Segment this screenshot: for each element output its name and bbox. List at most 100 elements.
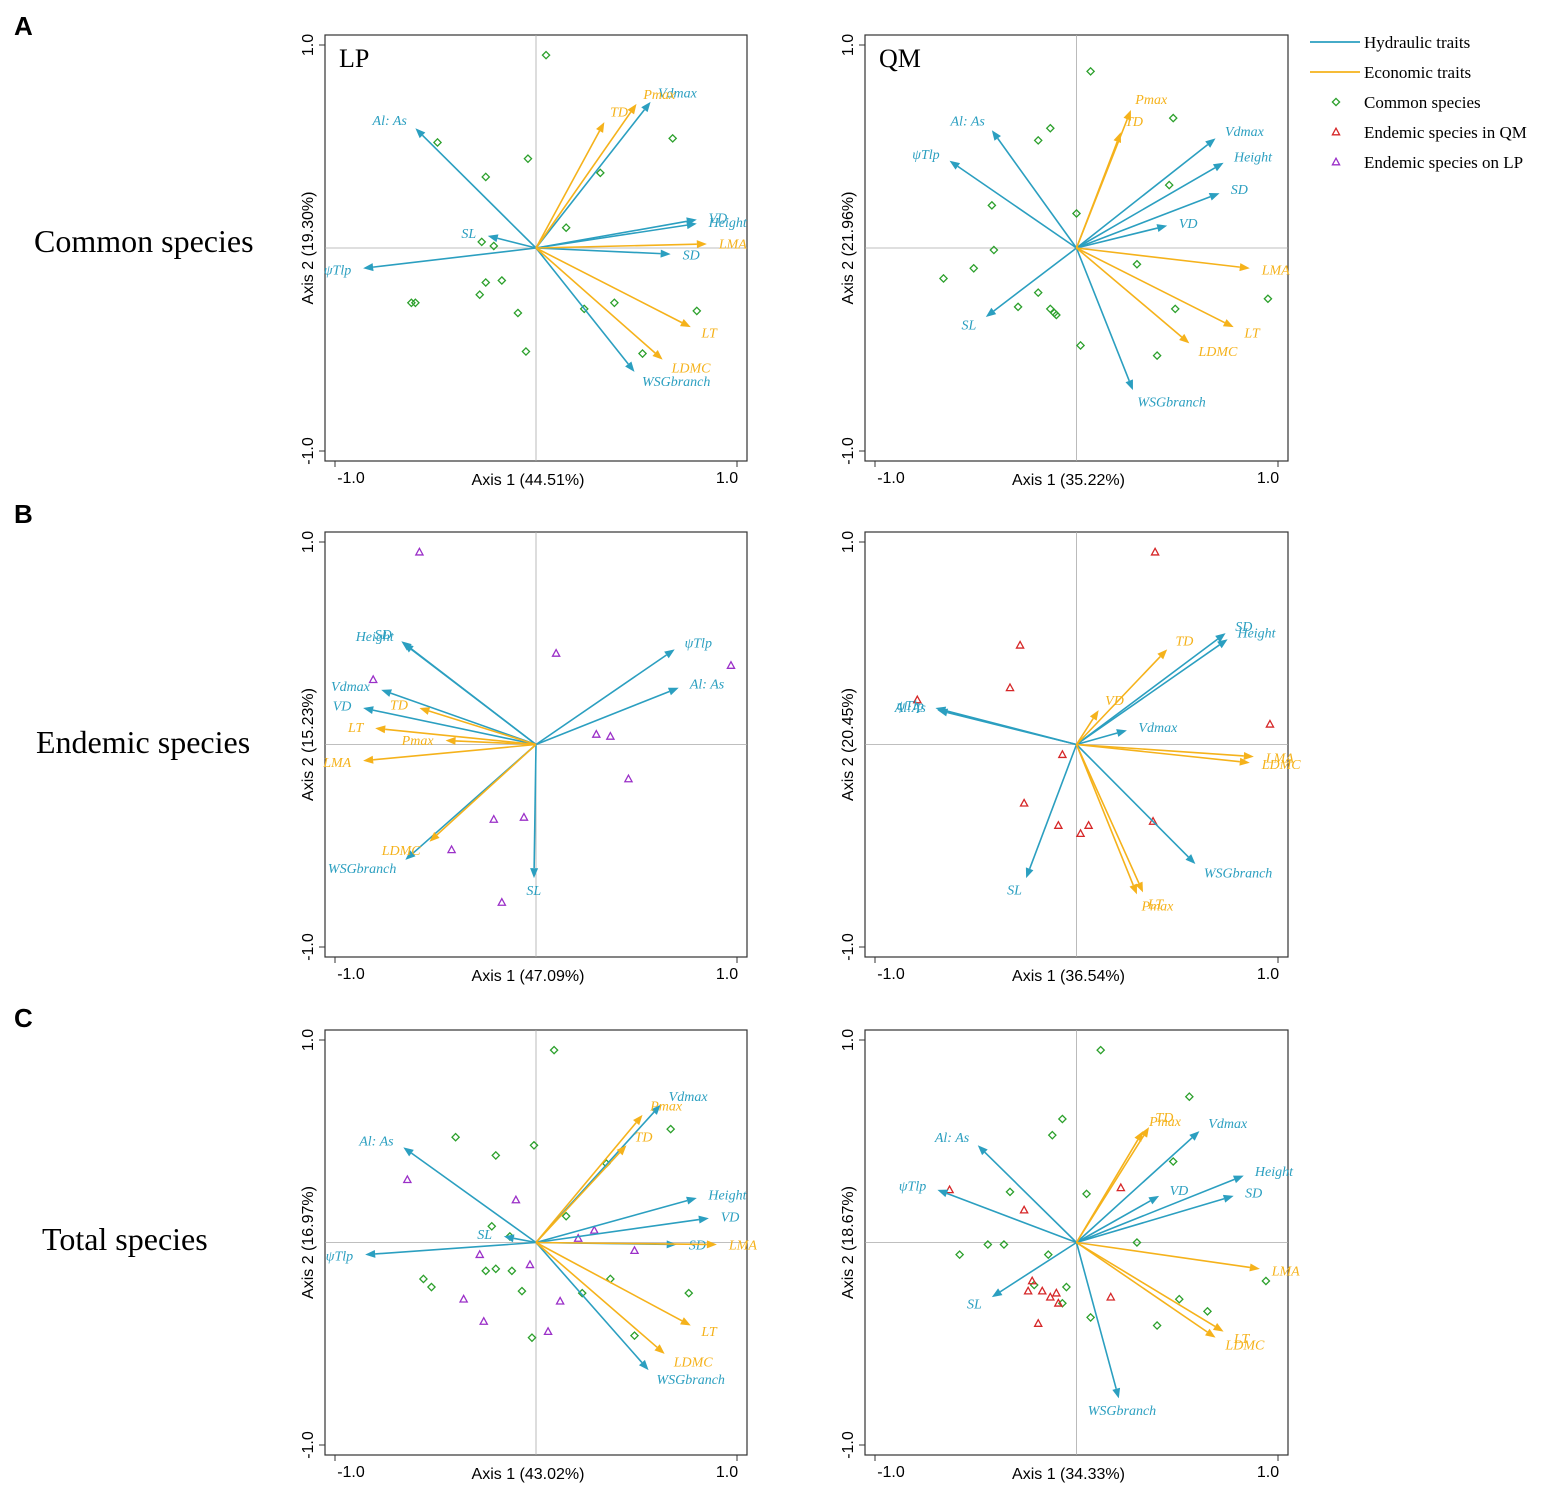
y-axis-title: Axis 2 (18.67%) — [840, 1186, 857, 1299]
trait-vector-label: Pmax — [642, 88, 676, 103]
point-common — [638, 349, 648, 359]
y-axis-title: Axis 2 (15.23%) — [300, 688, 317, 801]
trait-vector-head — [1215, 633, 1226, 643]
trait-vector-head — [937, 1189, 949, 1198]
trait-vector-head — [1025, 867, 1034, 879]
trait-vector-label: LDMC — [671, 362, 712, 377]
point-endemic-qm — [1053, 1298, 1064, 1307]
point-endemic-lp — [414, 546, 425, 556]
y-tick-label-min: -1.0 — [300, 1431, 317, 1459]
x-axis-title: Axis 1 (34.33%) — [1012, 1466, 1125, 1483]
point-common — [1057, 1114, 1067, 1124]
point-common — [668, 133, 678, 143]
trait-vector — [497, 237, 537, 249]
point-common — [432, 137, 443, 147]
trait-vector — [421, 134, 537, 249]
trait-vector — [1076, 1241, 1251, 1269]
trait-vector-head — [1232, 1175, 1244, 1184]
point-endemic-lp — [497, 897, 507, 906]
point-endemic-qm — [1015, 640, 1025, 649]
trait-vector-label: LMA — [322, 756, 351, 771]
trait-vector — [1076, 247, 1240, 268]
plot-c-qm: -1.0 1.0 1.0 -1.0 Axis 1 (34.33%) Axis 2 (18.… — [840, 1029, 1300, 1483]
point-common — [507, 1266, 517, 1276]
trait-vector — [535, 1241, 707, 1246]
trait-vector-head — [429, 832, 440, 842]
x-tick-label-max: 1.0 — [716, 1464, 738, 1481]
y-tick-label-max: 1.0 — [300, 531, 317, 553]
trait-vector-label: Pmax — [401, 734, 435, 749]
trait-vector — [1076, 644, 1220, 746]
trait-vector-label: Pmax — [1140, 899, 1174, 914]
trait-vector — [946, 1192, 1077, 1244]
trait-vector — [535, 247, 683, 324]
trait-vector — [535, 130, 601, 249]
trait-vector-head — [1222, 1194, 1234, 1203]
trait-vector-label: LT — [1233, 1332, 1251, 1347]
trait-vector-head — [949, 160, 961, 170]
trait-vector — [1075, 247, 1130, 382]
trait-vector — [984, 1151, 1078, 1244]
point-endemic-qm — [1150, 546, 1160, 556]
legend-marker-swatch — [1331, 156, 1341, 166]
trait-vector-label: LMA — [1265, 751, 1294, 766]
point-common — [491, 1150, 501, 1160]
point-endemic-lp — [511, 1194, 521, 1204]
trait-vector-label: ψTlp — [324, 264, 351, 279]
trait-vector — [1075, 744, 1140, 884]
trait-vector-label: WSGbranch — [1204, 866, 1272, 881]
point-common — [410, 298, 420, 308]
point-common — [1164, 180, 1174, 190]
trait-vector-head — [1113, 132, 1121, 144]
trait-vector — [535, 247, 661, 255]
trait-vector-label: Al: As — [372, 114, 408, 129]
x-tick-label-max: 1.0 — [716, 966, 738, 983]
trait-vector-label: LDMC — [673, 1356, 714, 1371]
trait-vector-head — [503, 1234, 515, 1243]
point-common — [1013, 302, 1023, 312]
trait-vector — [372, 247, 537, 268]
trait-vector — [1076, 638, 1219, 746]
trait-vector — [535, 1241, 658, 1348]
trait-vector — [535, 109, 646, 249]
trait-vector — [993, 247, 1077, 312]
trait-vector-label: VD — [1105, 694, 1124, 709]
point-endemic-lp — [726, 660, 736, 669]
point-common — [1047, 1130, 1057, 1140]
point-common — [629, 1331, 640, 1341]
trait-vector-head — [1222, 319, 1234, 328]
legend-label: Economic traits — [1364, 63, 1471, 82]
trait-vector-label: Height — [1233, 151, 1273, 166]
trait-vector-label: WSGbranch — [1088, 1404, 1156, 1419]
point-common — [489, 241, 499, 251]
point-common — [1261, 1276, 1271, 1286]
x-tick-label-min: -1.0 — [877, 1464, 905, 1481]
plot-b-lp: -1.0 1.0 1.0 -1.0 Axis 1 (47.09%) Axis 2 (15.… — [300, 531, 748, 985]
trait-vector-head — [1089, 710, 1099, 721]
trait-vector-label: Height — [707, 1189, 747, 1204]
legend-label: Hydraulic traits — [1364, 33, 1470, 52]
point-common — [481, 277, 491, 288]
trait-vector — [455, 740, 537, 746]
point-common — [1029, 1280, 1039, 1290]
y-tick-label-min: -1.0 — [840, 933, 857, 961]
legend-item-hydraulic: Hydraulic traits — [1310, 33, 1470, 52]
legend-marker-swatch — [1331, 97, 1341, 107]
panel-letter-b: B — [14, 499, 33, 529]
panel-letter-a: A — [14, 11, 33, 41]
point-endemic-qm — [1075, 828, 1086, 838]
point-common — [1202, 1306, 1212, 1316]
trait-vector — [375, 1241, 537, 1255]
trait-vector-head — [445, 736, 456, 745]
point-endemic-qm — [1083, 820, 1094, 829]
point-endemic-lp — [475, 1249, 485, 1259]
trait-vector-label: LMA — [718, 238, 747, 253]
point-endemic-qm — [1045, 1292, 1056, 1301]
trait-vector-head — [680, 319, 691, 328]
trait-vector-head — [985, 307, 997, 318]
point-common — [451, 1132, 461, 1142]
trait-vector-label: SL — [526, 884, 541, 899]
trait-vector-label: VD — [709, 211, 728, 226]
point-common — [477, 237, 487, 247]
trait-vector-label: ψTlp — [896, 699, 923, 714]
